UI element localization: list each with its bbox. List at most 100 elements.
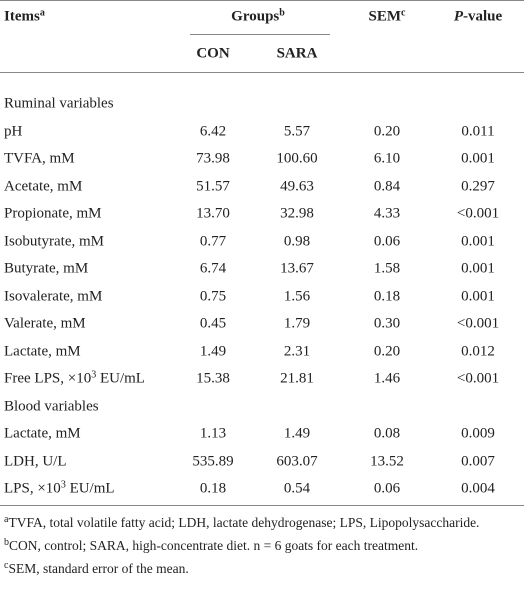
cell-value: 2.31 [283, 343, 311, 359]
label-part: 3 [91, 369, 97, 381]
cell-value: 0.75 [199, 288, 227, 304]
cell-value: 1.49 [283, 425, 311, 442]
label-part: Acetate, mM [4, 178, 83, 194]
header-text: -value [463, 8, 503, 25]
cell-value: 0.45 [199, 315, 227, 332]
label-part: LDH, U/L [4, 453, 67, 469]
footnote-mark: b [279, 7, 285, 19]
footnote: bCON, control; SARA, high-concentrate di… [4, 538, 418, 554]
cell-value: 6.42 [199, 123, 227, 139]
cell-value: 13.70 [196, 205, 230, 222]
cell-value: 0.18 [199, 480, 227, 497]
row-label: Free LPS, ×103 EU/mL [4, 369, 145, 388]
label-part: LPS, ×10 [4, 480, 61, 497]
header-text: SEM [368, 8, 402, 25]
items-header: Itemsa [4, 8, 45, 26]
cell-value: 6.74 [199, 260, 227, 277]
cell-value: 1.46 [373, 370, 401, 387]
footnote-mark: a [4, 514, 9, 525]
label-part: TVFA, mM [4, 150, 75, 167]
cell-value: 0.001 [461, 288, 495, 304]
row-label: LPS, ×103 EU/mL [4, 479, 115, 498]
cell-value: 0.011 [461, 123, 495, 139]
row-label: Propionate, mM [4, 206, 102, 223]
top-rule [0, 0, 524, 1]
p-value-header: P-value [454, 9, 502, 26]
label-part: EU/mL [96, 370, 145, 387]
groups-rule [190, 34, 330, 35]
header-text: Groups [231, 8, 280, 25]
cell-value: <0.001 [456, 205, 500, 222]
cell-value: 535.89 [192, 453, 234, 469]
cell-value: 0.98 [283, 233, 311, 249]
cell-value: 0.012 [461, 343, 495, 359]
label-part: pH [4, 123, 23, 139]
cell-value: 0.84 [373, 178, 401, 194]
section-title: Blood variables [4, 398, 99, 414]
cell-value: 0.08 [373, 425, 401, 442]
label-part: Propionate, mM [4, 205, 102, 222]
cell-value: 100.60 [276, 150, 318, 167]
cell-value: 0.20 [373, 343, 401, 359]
label-part: Lactate, mM [4, 425, 81, 442]
label-part: Valerate, mM [4, 315, 86, 332]
cell-value: 0.30 [373, 315, 401, 332]
cell-value: 32.98 [280, 205, 314, 222]
label-part: Lactate, mM [4, 343, 81, 359]
cell-value: 49.63 [280, 178, 314, 194]
footnote-mark: c [401, 7, 406, 19]
cell-value: 0.007 [461, 453, 495, 469]
cell-value: 0.004 [461, 480, 495, 497]
label-part: Free LPS, ×10 [4, 370, 92, 387]
footnote-mark: c [4, 560, 9, 571]
label-part: 3 [60, 479, 66, 491]
footnote-mark: b [4, 537, 9, 548]
cell-value: 1.79 [283, 315, 311, 332]
cell-value: <0.001 [456, 370, 500, 387]
label-part: Isobutyrate, mM [4, 233, 104, 249]
label-part: Butyrate, mM [4, 260, 89, 277]
cell-value: 0.20 [373, 123, 401, 139]
footnote-text: SEM, standard error of the mean. [8, 561, 189, 576]
header-text: P [453, 8, 463, 25]
cell-value: 0.06 [373, 480, 401, 497]
footnote-text: TVFA, total volatile fatty acid; LDH, la… [8, 515, 480, 530]
header-rule [0, 72, 524, 73]
row-label: TVFA, mM [4, 151, 75, 168]
row-label: Isovalerate, mM [4, 288, 102, 305]
label-part: Isovalerate, mM [4, 288, 103, 304]
row-label: LDH, U/L [4, 453, 67, 470]
cell-value: 51.57 [196, 178, 230, 194]
footnote: cSEM, standard error of the mean. [4, 561, 189, 577]
cell-value: 0.18 [373, 288, 401, 304]
cell-value: 5.57 [283, 123, 311, 139]
row-label: Lactate, mM [4, 426, 81, 443]
cell-value: 1.13 [199, 425, 227, 442]
cell-value: 1.49 [199, 343, 227, 359]
row-label: Acetate, mM [4, 178, 82, 195]
header-text: Items [4, 8, 40, 25]
cell-value: 1.58 [373, 260, 401, 277]
cell-value: 21.81 [280, 370, 314, 387]
cell-value: 0.009 [461, 425, 495, 442]
cell-value: <0.001 [456, 315, 500, 332]
groups-header: Groupsb [231, 7, 285, 26]
cell-value: 0.001 [461, 150, 495, 167]
row-label: pH [4, 123, 22, 140]
sara-header: SARA [276, 45, 318, 62]
cell-value: 0.77 [199, 233, 227, 249]
cell-value: 0.001 [461, 260, 495, 277]
row-label: Butyrate, mM [4, 261, 88, 278]
row-label: Lactate, mM [4, 343, 81, 360]
footnote: aTVFA, total volatile fatty acid; LDH, l… [4, 515, 479, 531]
cell-value: 6.10 [373, 150, 401, 167]
con-header: CON [196, 45, 230, 62]
cell-value: 1.56 [283, 288, 311, 304]
cell-value: 13.52 [370, 453, 404, 469]
cell-value: 0.001 [461, 233, 495, 249]
cell-value: 13.67 [280, 260, 314, 277]
row-label: Valerate, mM [4, 316, 86, 333]
sem-header: SEMc [368, 7, 406, 26]
section-title: Ruminal variables [4, 95, 114, 112]
footnote-text: CON, control; SARA, high-concentrate die… [9, 538, 419, 553]
